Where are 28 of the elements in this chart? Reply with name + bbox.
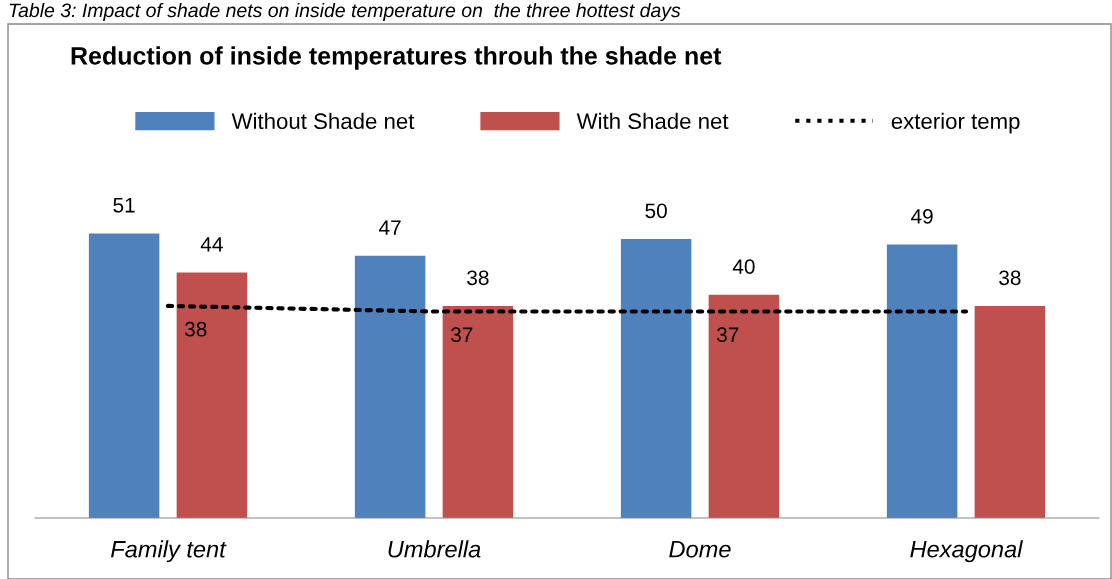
bar xyxy=(176,272,248,518)
x-tick-label: Dome xyxy=(669,541,731,558)
bar xyxy=(88,233,160,518)
data-label: 37 xyxy=(716,327,739,343)
legend-label: With Shade net xyxy=(576,112,729,130)
chart-title: Reduction of inside temperatures throuh the shade net xyxy=(71,46,722,70)
legend-label: Without Shade net xyxy=(231,112,415,130)
bar xyxy=(886,244,958,518)
data-label: 37 xyxy=(450,327,473,343)
bar xyxy=(442,305,514,518)
data-label: 38 xyxy=(184,321,207,337)
data-label: 47 xyxy=(379,220,401,235)
data-label: 40 xyxy=(732,259,755,274)
data-label: 44 xyxy=(200,237,223,252)
bar xyxy=(974,305,1046,518)
x-tick-label: Umbrella xyxy=(388,540,481,558)
x-tick-label: Family tent xyxy=(111,540,227,563)
data-label: 51 xyxy=(113,198,135,213)
data-label: 50 xyxy=(645,203,667,219)
data-label: 49 xyxy=(911,209,933,224)
caption: Table 3: Impact of shade nets on inside temperature on the three hottest days xyxy=(9,2,681,22)
bar xyxy=(354,255,426,518)
x-tick-label: Hexagonal xyxy=(910,540,1023,563)
data-label: 38 xyxy=(467,270,489,286)
bar xyxy=(620,238,692,518)
bar xyxy=(708,294,780,518)
legend-label: exterior temp xyxy=(891,112,1020,134)
data-label: 38 xyxy=(999,270,1021,286)
